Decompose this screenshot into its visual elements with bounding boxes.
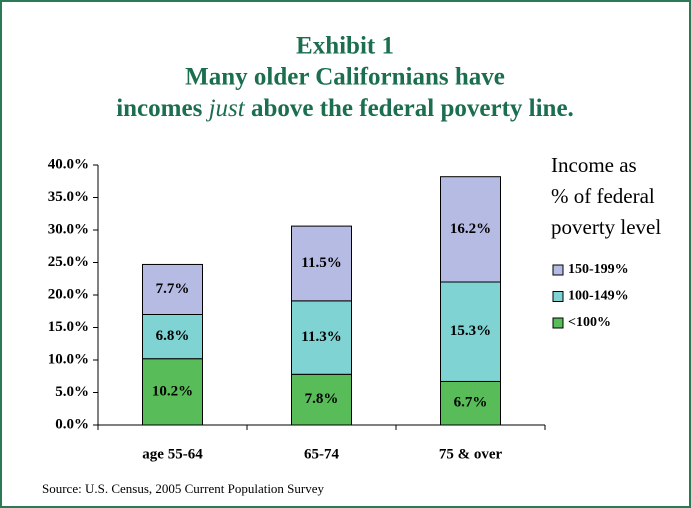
- data-label: 11.3%: [301, 329, 341, 345]
- y-tick-label: 10.0%: [48, 351, 89, 367]
- y-tick-label: 35.0%: [48, 189, 89, 205]
- title-part: incomes: [116, 95, 208, 122]
- data-label: 15.3%: [450, 323, 491, 339]
- y-tick-label: 30.0%: [48, 221, 89, 237]
- chart-title: Many older Californians have: [185, 64, 505, 91]
- data-label: 11.5%: [301, 255, 341, 271]
- y-tick-label: 15.0%: [48, 319, 89, 335]
- legend-title: poverty level: [551, 215, 661, 239]
- chart-title: incomes just above the federal poverty l…: [116, 95, 574, 122]
- bar-segment: [440, 281, 501, 382]
- title-part: above the federal poverty line.: [245, 95, 574, 122]
- chart-title: Exhibit 1: [296, 33, 394, 60]
- bar-segment: [291, 225, 352, 302]
- data-label: 6.7%: [454, 395, 488, 411]
- x-tick-label: 65-74: [304, 446, 339, 462]
- data-label: 7.8%: [305, 391, 339, 407]
- bar-segment: [291, 300, 352, 375]
- data-label: 6.8%: [156, 328, 190, 344]
- bar-segment: [440, 176, 501, 283]
- y-tick-label: 0.0%: [55, 416, 89, 432]
- data-label: 7.7%: [156, 281, 190, 297]
- legend-label: 150-199%: [568, 262, 629, 277]
- bar-segment: [440, 380, 501, 426]
- x-tick-label: 75 & over: [439, 446, 503, 462]
- legend-label: 100-149%: [568, 289, 629, 304]
- y-tick-label: 20.0%: [48, 286, 89, 302]
- x-tick-label: age 55-64: [142, 446, 203, 462]
- data-label: 10.2%: [152, 383, 193, 399]
- bar-segment: [142, 263, 203, 316]
- legend-title: % of federal: [551, 184, 655, 208]
- legend-label: <100%: [568, 315, 611, 330]
- title-part: just: [206, 95, 246, 122]
- legend-swatch: [552, 291, 564, 302]
- legend-swatch: [552, 264, 564, 276]
- y-tick-label: 40.0%: [48, 156, 89, 172]
- legend-title: Income as: [551, 153, 637, 177]
- y-tick-label: 25.0%: [48, 254, 89, 270]
- y-tick-label: 5.0%: [55, 384, 89, 400]
- data-label: 16.2%: [450, 221, 491, 237]
- legend-swatch: [552, 317, 564, 329]
- source-note: Source: U.S. Census, 2005 Current Popula…: [42, 481, 325, 496]
